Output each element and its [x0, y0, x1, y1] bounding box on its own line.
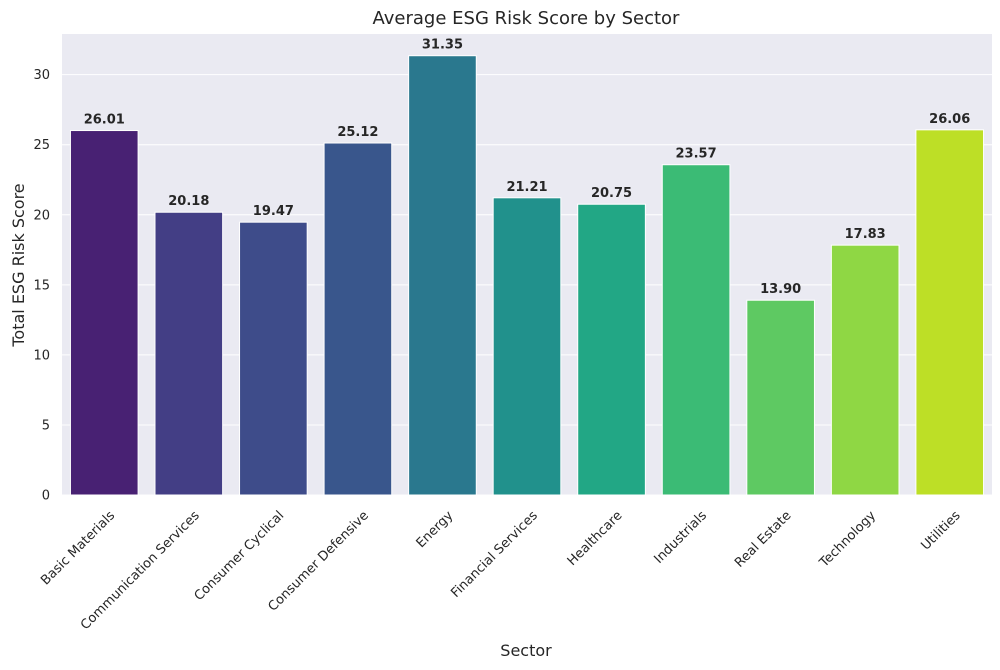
bar: [323, 142, 393, 496]
y-tick-labels: 0 5 10 15 20 25 30: [33, 68, 50, 503]
x-tick-label: Real Estate: [732, 508, 794, 570]
bar: [915, 129, 985, 496]
y-tick-label: 20: [33, 208, 50, 223]
bars: [69, 55, 985, 496]
bar-value-label: 19.47: [253, 204, 294, 219]
x-tick-label: Financial Services: [448, 508, 541, 601]
y-tick-label: 15: [33, 278, 50, 293]
y-axis-label: Total ESG Risk Score: [9, 183, 28, 347]
x-tick-label: Consumer Cyclical: [192, 508, 288, 604]
x-tick-label: Utilities: [918, 508, 963, 553]
bar-value-label: 13.90: [760, 282, 801, 297]
y-tick-label: 25: [33, 138, 50, 153]
value-labels: 26.01 20.18 19.47 25.12 31.35 21.21 20.75 23.57…: [84, 38, 971, 298]
bar-value-label: 31.35: [422, 38, 463, 53]
bar-value-label: 20.75: [591, 186, 632, 201]
y-tick-label: 30: [33, 68, 50, 83]
bar: [746, 299, 815, 496]
bar: [577, 203, 646, 496]
bar: [408, 55, 477, 496]
bar-value-label: 26.01: [84, 113, 125, 128]
x-tick-label: Industrials: [651, 508, 710, 567]
y-tick-label: 5: [42, 418, 50, 433]
bar: [154, 211, 224, 496]
bar: [239, 221, 308, 496]
bar-value-label: 17.83: [845, 227, 886, 242]
x-tick-label: Technology: [816, 508, 879, 571]
x-tick-label: Healthcare: [565, 508, 626, 569]
x-tick-label: Basic Materials: [38, 508, 118, 588]
bar: [69, 130, 139, 496]
bar-value-label: 26.06: [929, 112, 970, 127]
x-axis-label: Sector: [500, 641, 552, 660]
bar-value-label: 20.18: [168, 194, 209, 209]
y-tick-label: 10: [33, 348, 50, 363]
y-tick-label: 0: [42, 489, 50, 504]
x-tick-label: Energy: [414, 508, 457, 551]
bar: [830, 244, 900, 496]
bar: [661, 164, 731, 496]
bar-value-label: 21.21: [506, 180, 547, 195]
bar-value-label: 25.12: [337, 125, 378, 140]
bar: [492, 197, 562, 496]
bar-value-label: 23.57: [676, 147, 717, 162]
chart-title: Average ESG Risk Score by Sector: [373, 8, 681, 29]
